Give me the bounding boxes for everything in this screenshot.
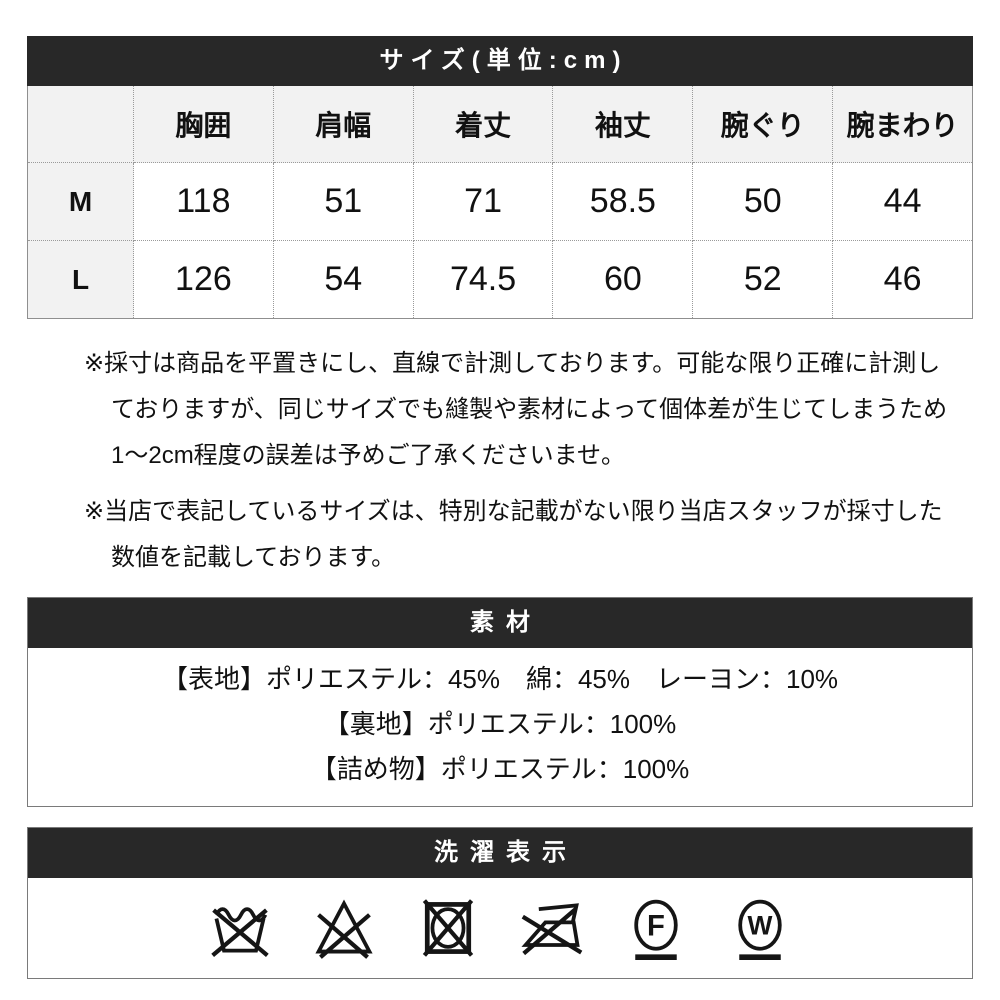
size-table-header-row: 胸囲 肩幅 着丈 袖丈 腕ぐり 腕まわり [27, 85, 973, 163]
size-row-label-m: M [27, 162, 134, 241]
laundry-section: 洗濯表示 F [27, 827, 973, 979]
size-cell: 118 [133, 162, 274, 241]
size-chart-page: サイズ(単位:cm) 胸囲 肩幅 着丈 袖丈 腕ぐり 腕まわり [27, 36, 973, 979]
size-row-label-l: L [27, 240, 134, 319]
material-section: 素材 【表地】ポリエステル：45% 綿：45% レーヨン：10% 【裏地】ポリエ… [27, 597, 973, 807]
size-cell: 71 [412, 162, 554, 241]
do-not-iron-icon [521, 903, 583, 956]
size-section-header: サイズ(単位:cm) [27, 36, 973, 85]
col-header-chest: 胸囲 [133, 85, 274, 163]
dry-clean-letter: F [647, 911, 665, 943]
size-table-corner-cell [27, 85, 134, 163]
size-cell: 74.5 [412, 240, 554, 319]
measurement-note: ※採寸は商品を平置きにし、直線で計測しております。可能な限り正確に計測し ており… [84, 350, 948, 469]
col-header-length: 着丈 [412, 85, 554, 163]
laundry-section-title: 洗濯表示 [434, 839, 578, 866]
size-cell: 46 [832, 240, 973, 319]
laundry-icons-row: F W [28, 878, 972, 978]
size-cell: 44 [832, 162, 973, 241]
col-header-armhole: 腕ぐり [692, 85, 834, 163]
material-composition: 【表地】ポリエステル：45% 綿：45% レーヨン：10% 【裏地】ポリエステル… [161, 664, 839, 784]
size-section: サイズ(単位:cm) 胸囲 肩幅 着丈 袖丈 腕ぐり 腕まわり [27, 36, 973, 319]
size-cell: 126 [133, 240, 274, 319]
wet-clean-letter: W [748, 911, 773, 941]
laundry-section-header: 洗濯表示 [28, 828, 972, 878]
col-header-shoulder: 肩幅 [272, 85, 414, 163]
col-header-arm-circumference: 腕まわり [832, 85, 973, 163]
material-section-header: 素材 [28, 598, 972, 648]
size-cell: 51 [272, 162, 414, 241]
material-section-title: 素材 [470, 609, 542, 636]
size-cell: 52 [692, 240, 834, 319]
do-not-bleach-icon [315, 899, 373, 959]
size-cell: 58.5 [552, 162, 694, 241]
size-table: 胸囲 肩幅 着丈 袖丈 腕ぐり 腕まわり M 118 51 71 58.5 50… [27, 85, 973, 319]
size-cell: 60 [552, 240, 694, 319]
table-row-size-m: M 118 51 71 58.5 50 44 [27, 162, 973, 241]
sizing-note: ※当店で表記しているサイズは、特別な記載がない限り当店スタッフが採寸した 数値を… [84, 498, 943, 571]
dry-clean-f-icon: F [634, 899, 678, 961]
col-header-sleeve: 袖丈 [552, 85, 694, 163]
wet-clean-w-icon: W [738, 899, 782, 961]
size-section-title: サイズ(単位:cm) [379, 47, 628, 74]
do-not-wash-icon [211, 907, 269, 957]
size-cell: 50 [692, 162, 834, 241]
table-row-size-l: L 126 54 74.5 60 52 46 [27, 240, 973, 319]
size-cell: 54 [272, 240, 414, 319]
do-not-tumble-dry-icon [422, 899, 474, 957]
